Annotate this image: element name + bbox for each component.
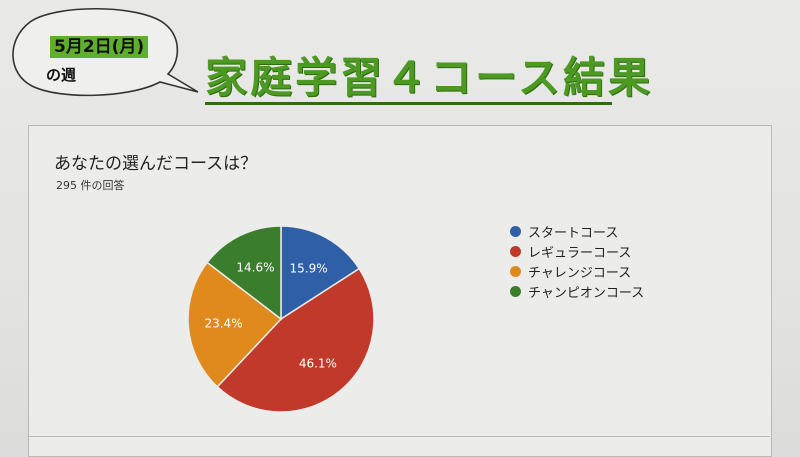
pie-slice	[206, 225, 282, 321]
next-card-edge	[28, 436, 770, 437]
legend-swatch	[510, 265, 521, 277]
legend-label: チャンピオンコース	[528, 285, 645, 301]
legend-item: レギュラーコース	[510, 241, 644, 261]
pie-slice	[187, 261, 283, 388]
chart-legend: スタートコース レギュラーコース チャレンジコース チャンピオンコース	[510, 221, 644, 301]
question-title: あなたの選んだコースは？	[54, 154, 258, 174]
legend-swatch	[510, 285, 521, 297]
pie-chart: 15.9% 46.1% 23.4% 14.6%	[186, 224, 376, 414]
legend-label: チャレンジコース	[528, 265, 632, 281]
title-underline	[205, 102, 612, 105]
legend-item: スタートコース	[510, 221, 644, 241]
pie-slice	[216, 267, 375, 413]
legend-label: スタートコース	[528, 225, 619, 241]
pie-slice	[280, 225, 361, 321]
response-count: 295 件の回答	[56, 179, 125, 192]
week-date: 5月2日(月)	[50, 36, 149, 58]
page-title: 家庭学習４コース結果	[205, 53, 653, 102]
pie-slice-label: 46.1%	[299, 356, 337, 370]
pie-slice-label: 23.4%	[204, 317, 242, 331]
legend-swatch	[510, 225, 521, 237]
pie-slice-label: 15.9%	[290, 261, 328, 275]
legend-item: チャレンジコース	[510, 261, 644, 281]
pie-slice-label: 14.6%	[236, 260, 274, 274]
legend-item: チャンピオンコース	[510, 281, 644, 301]
week-suffix: の週	[46, 66, 77, 84]
legend-label: レギュラーコース	[528, 245, 632, 261]
form-results-card	[28, 125, 772, 457]
legend-swatch	[510, 245, 521, 257]
pie-svg: 15.9% 46.1% 23.4% 14.6%	[187, 225, 375, 413]
